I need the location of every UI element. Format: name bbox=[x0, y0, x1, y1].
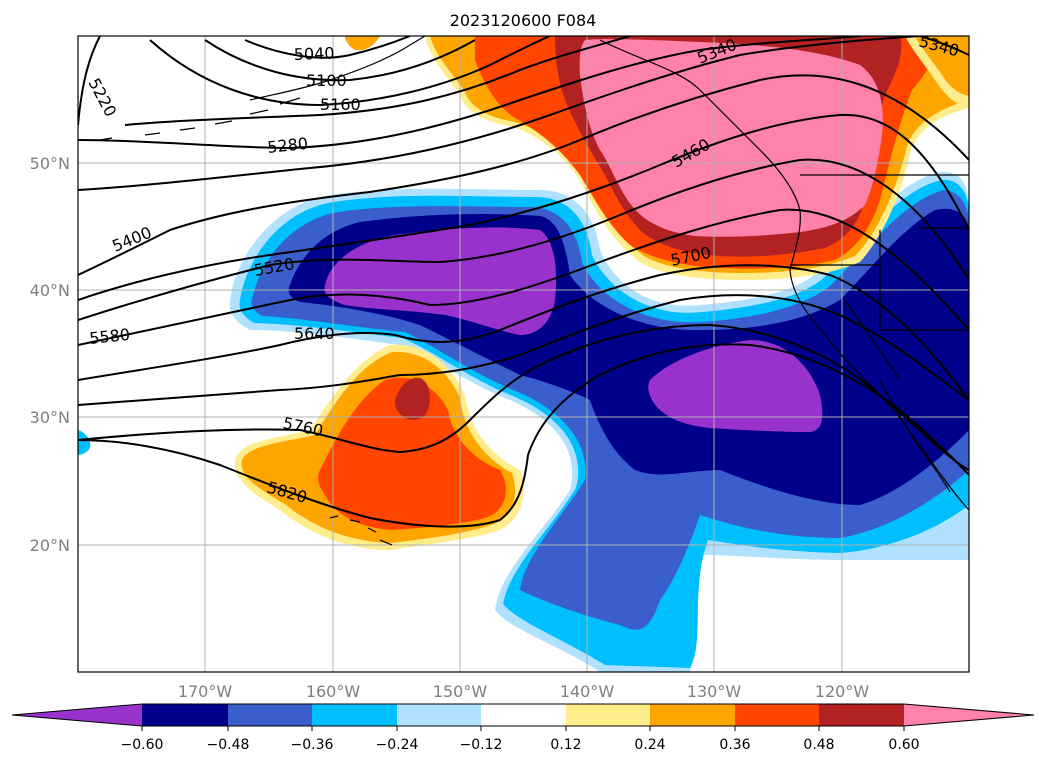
colorbar-tick-label: −0.12 bbox=[460, 737, 503, 753]
lon-label-170w: 170°W bbox=[178, 682, 233, 701]
contour-5340-east bbox=[919, 36, 969, 56]
contour-5340 bbox=[78, 36, 921, 191]
colorbar-bin-2 bbox=[228, 704, 312, 726]
colorbar-tick-marks bbox=[141, 726, 905, 731]
colorbar-tick-label: 0.48 bbox=[803, 737, 834, 753]
contour-5820 bbox=[78, 343, 969, 528]
baja-coast bbox=[879, 379, 951, 493]
positive-anomaly-north bbox=[345, 36, 969, 280]
contour-label-5040: 5040 bbox=[293, 44, 334, 64]
colorbar-bin-1 bbox=[142, 704, 228, 726]
colorbar-tick-label: −0.48 bbox=[207, 737, 250, 753]
shade-firebrick-south bbox=[395, 377, 430, 420]
contour-5760 bbox=[78, 323, 969, 471]
colorbar-extend-low bbox=[12, 704, 142, 726]
colorbar-tick-label: 0.36 bbox=[719, 737, 750, 753]
contour-label-5280: 5280 bbox=[266, 134, 308, 157]
colorbar-tick-label: 0.12 bbox=[550, 737, 581, 753]
contour-5040 bbox=[244, 36, 411, 59]
colorbar-bin-5 bbox=[481, 704, 566, 726]
contour-5460 bbox=[78, 113, 969, 301]
contour-label-5580: 5580 bbox=[88, 325, 130, 348]
colorbar-bin-3 bbox=[312, 704, 397, 726]
colorbar-bin-7 bbox=[650, 704, 735, 726]
latitude-labels: 50°N 40°N 30°N 20°N bbox=[30, 154, 70, 555]
lat-label-40n: 40°N bbox=[30, 281, 70, 300]
colorbar-bin-4 bbox=[397, 704, 481, 726]
map-area: 5040 5100 5160 5220 5280 5340 5340 5400 … bbox=[78, 36, 969, 672]
map-title: 2023120600 F084 bbox=[450, 11, 597, 30]
contour-label-5640: 5640 bbox=[294, 324, 335, 343]
negative-anomaly-region bbox=[78, 171, 969, 672]
contour-5220 bbox=[78, 36, 631, 126]
shade-orange-northeast bbox=[915, 36, 969, 96]
contour-5400 bbox=[78, 74, 969, 276]
aleutian-islands bbox=[99, 97, 301, 141]
graticule bbox=[78, 36, 969, 672]
colorbar-tick-label: −0.24 bbox=[376, 737, 419, 753]
lat-label-30n: 30°N bbox=[30, 408, 70, 427]
colorbar-bin-6 bbox=[566, 704, 650, 726]
colorbar-tick-label: −0.36 bbox=[291, 737, 334, 753]
colorbar-bin-9 bbox=[819, 704, 904, 726]
lat-label-50n: 50°N bbox=[30, 154, 70, 173]
lon-label-140w: 140°W bbox=[560, 682, 615, 701]
contour-label-5160: 5160 bbox=[320, 95, 361, 114]
contour-label-5100: 5100 bbox=[306, 71, 347, 90]
map-frame bbox=[77, 35, 970, 673]
colorbar: −0.60 −0.48 −0.36 −0.24 −0.12 0.12 0.24 … bbox=[11, 703, 1035, 753]
colorbar-tick-label: 0.24 bbox=[634, 737, 665, 753]
lon-label-150w: 150°W bbox=[433, 682, 488, 701]
state-borders bbox=[790, 227, 969, 381]
colorbar-tick-label: 0.60 bbox=[888, 737, 919, 753]
colorbar-tick-label: −0.60 bbox=[121, 737, 164, 753]
colorbar-extend-high bbox=[904, 704, 1034, 726]
lon-label-120w: 120°W bbox=[815, 682, 870, 701]
longitude-labels: 170°W 160°W 150°W 140°W 130°W 120°W bbox=[178, 682, 870, 701]
colorbar-bin-8 bbox=[735, 704, 819, 726]
shade-sky-blue-west-edge bbox=[78, 430, 91, 455]
height-contours bbox=[78, 36, 969, 528]
coastlines bbox=[99, 36, 969, 546]
shade-dark-orchid-east bbox=[648, 340, 823, 432]
contour-5280 bbox=[78, 36, 861, 150]
lon-label-160w: 160°W bbox=[306, 682, 361, 701]
contour-5520 bbox=[78, 158, 969, 321]
lon-label-130w: 130°W bbox=[687, 682, 742, 701]
shade-orange-red-south bbox=[317, 377, 506, 530]
shade-orange-top bbox=[345, 36, 380, 51]
contour-5100 bbox=[204, 39, 476, 82]
lat-label-20n: 20°N bbox=[30, 536, 70, 555]
contour-5580 bbox=[78, 208, 969, 346]
hawaii-islands bbox=[329, 515, 393, 546]
contour-5700 bbox=[78, 294, 969, 406]
contour-5160 bbox=[149, 36, 551, 107]
contour-5640 bbox=[78, 264, 969, 401]
